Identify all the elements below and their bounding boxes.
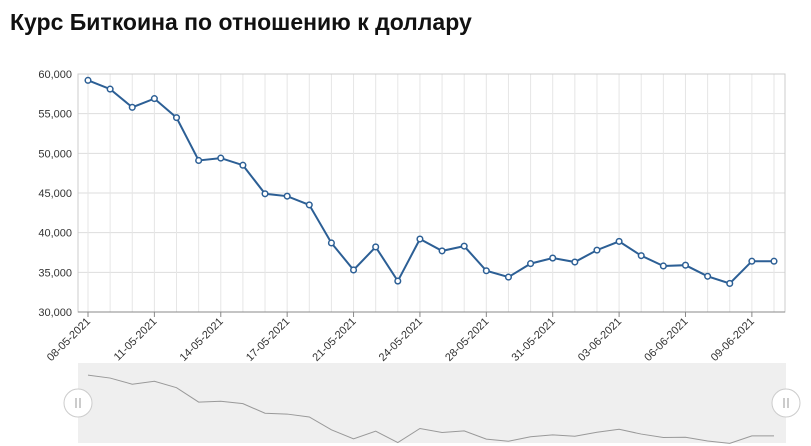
point — [615, 237, 623, 245]
x-tick-label: 21-05-2021 — [310, 316, 358, 364]
y-tick-label: 30,000 — [38, 307, 72, 319]
point — [593, 246, 601, 254]
x-tick-label: 24-05-2021 — [377, 316, 425, 364]
point — [349, 266, 358, 274]
x-tick-label: 08-05-2021 — [45, 316, 93, 364]
point — [394, 277, 402, 285]
x-tick-label: 14-05-2021 — [178, 316, 226, 364]
y-tick-label: 50,000 — [38, 148, 72, 160]
x-tick-label: 11-05-2021 — [112, 316, 160, 364]
navigator-line — [87, 374, 774, 444]
point — [549, 254, 557, 262]
point — [283, 192, 291, 200]
point — [482, 267, 490, 275]
point — [327, 239, 335, 247]
x-tick-label: 28-05-2021 — [443, 316, 491, 364]
point — [659, 262, 667, 270]
x-tick-label: 03-06-2021 — [576, 316, 624, 364]
point — [106, 85, 114, 93]
point — [504, 273, 513, 281]
x-tick-label: 09-06-2021 — [709, 316, 757, 364]
y-tick-label: 60,000 — [38, 69, 72, 81]
point — [704, 272, 712, 280]
point — [527, 260, 535, 268]
point — [770, 257, 778, 265]
line — [87, 79, 774, 285]
point — [460, 242, 468, 250]
point — [305, 201, 313, 209]
point — [416, 235, 424, 243]
point — [438, 247, 446, 255]
grid — [78, 73, 785, 313]
y-tick-label: 55,000 — [38, 109, 72, 121]
point — [571, 258, 579, 266]
point — [726, 279, 734, 287]
point — [239, 161, 247, 169]
y-tick-label: 35,000 — [38, 267, 72, 279]
point — [261, 190, 269, 198]
navigator[interactable] — [78, 363, 786, 443]
chart-title: Курс Биткоина по отношению к доллару — [10, 9, 472, 35]
point — [150, 95, 158, 103]
y-tick-label: 45,000 — [38, 188, 72, 200]
navigator-handle[interactable] — [63, 388, 93, 418]
x-tick-label: 06-06-2021 — [642, 316, 690, 364]
x-tick-label: 17-05-2021 — [244, 316, 292, 364]
point — [172, 114, 181, 122]
point — [195, 156, 203, 165]
point — [84, 76, 92, 84]
point — [217, 154, 225, 162]
y-tick-label: 40,000 — [38, 228, 72, 240]
point — [748, 257, 756, 265]
x-tick-label: 31-05-2021 — [510, 316, 558, 364]
point — [128, 103, 136, 111]
point — [372, 243, 380, 251]
point — [637, 252, 645, 260]
navigator-handle[interactable] — [771, 388, 801, 418]
point — [681, 261, 690, 269]
